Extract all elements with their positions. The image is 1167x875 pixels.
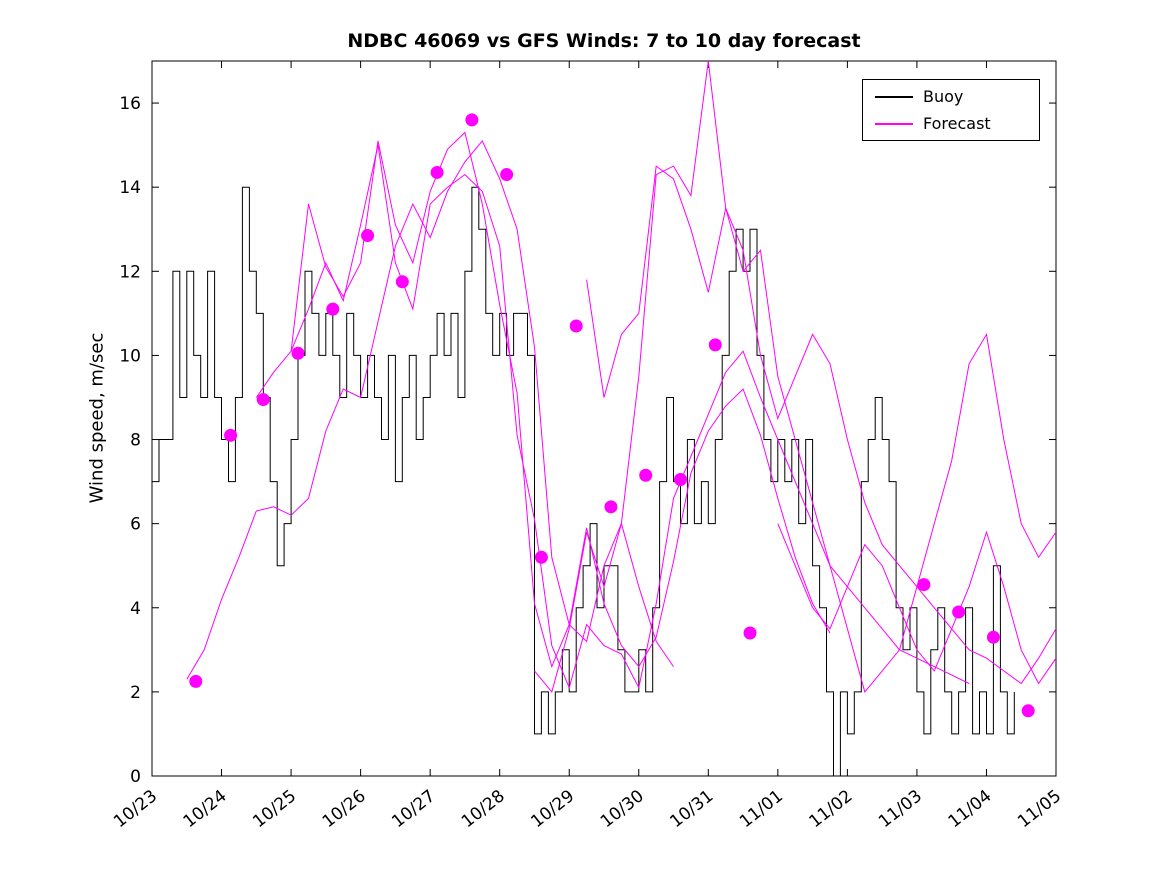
forecast-marker [639,468,653,482]
x-tick-label: 11/05 [1014,786,1065,832]
forecast-run-6-line [777,523,1056,685]
y-tick-label: 12 [119,262,141,282]
y-tick-label: 14 [119,178,141,198]
forecast-marker [952,605,966,619]
x-tick-label: 10/27 [388,786,439,832]
x-tick-label: 10/31 [666,786,717,832]
forecast-marker [430,165,444,179]
forecast-marker [326,302,340,316]
forecast-marker [604,500,618,514]
forecast-marker [708,338,722,352]
x-tick-label: 10/30 [597,786,648,832]
forecast-line-sample [875,122,913,125]
forecast-marker [361,229,375,243]
x-tick-label: 10/26 [319,786,370,832]
legend-entry-forecast: Forecast [875,114,1039,133]
chart-title: NDBC 46069 vs GFS Winds: 7 to 10 day for… [347,30,861,52]
y-tick-label: 10 [119,346,141,366]
x-tick-label: 11/03 [875,786,926,832]
buoy-line-sample [875,95,913,98]
y-tick-label: 6 [130,515,141,535]
y-tick-label: 4 [130,599,141,619]
forecast-marker [534,550,548,564]
x-tick-label: 11/04 [945,786,996,832]
forecast-marker [1021,704,1035,718]
forecast-marker [465,113,479,127]
forecast-marker [569,319,583,333]
plot-box [151,60,1057,777]
forecast-marker [917,578,931,592]
x-tick-label: 10/25 [249,786,300,832]
forecast-run-2-line [255,131,831,669]
x-tick-label: 10/29 [527,786,578,832]
forecast-run-4-line [534,61,1056,693]
y-tick-label: 8 [130,431,141,451]
x-tick-label: 11/01 [736,786,787,832]
series-group [152,61,1056,776]
y-tick-label: 0 [130,767,141,787]
legend: Buoy Forecast [862,79,1040,141]
forecast-marker [673,472,687,486]
x-tick-label: 10/28 [458,786,509,832]
x-tick-label: 10/24 [180,786,231,832]
forecast-marker [500,168,514,182]
legend-label-buoy: Buoy [923,87,964,106]
legend-entry-buoy: Buoy [875,87,1039,106]
legend-label-forecast: Forecast [923,114,991,133]
x-tick-label: 11/02 [806,786,857,832]
y-tick-label: 16 [119,94,141,114]
forecast-marker [224,428,238,442]
forecast-marker [189,674,203,688]
y-tick-label: 2 [130,683,141,703]
forecast-marker [986,630,1000,644]
forecast-run-5-line [586,165,1056,685]
forecast-marker [291,346,305,360]
forecast-marker [395,275,409,289]
x-tick-label: 10/23 [110,786,161,832]
forecast-marker [743,626,757,640]
forecast-marker [256,393,270,407]
forecast-run-1-line [186,139,674,680]
forecast-run-3-line [290,144,970,690]
buoy-line [152,186,1015,776]
